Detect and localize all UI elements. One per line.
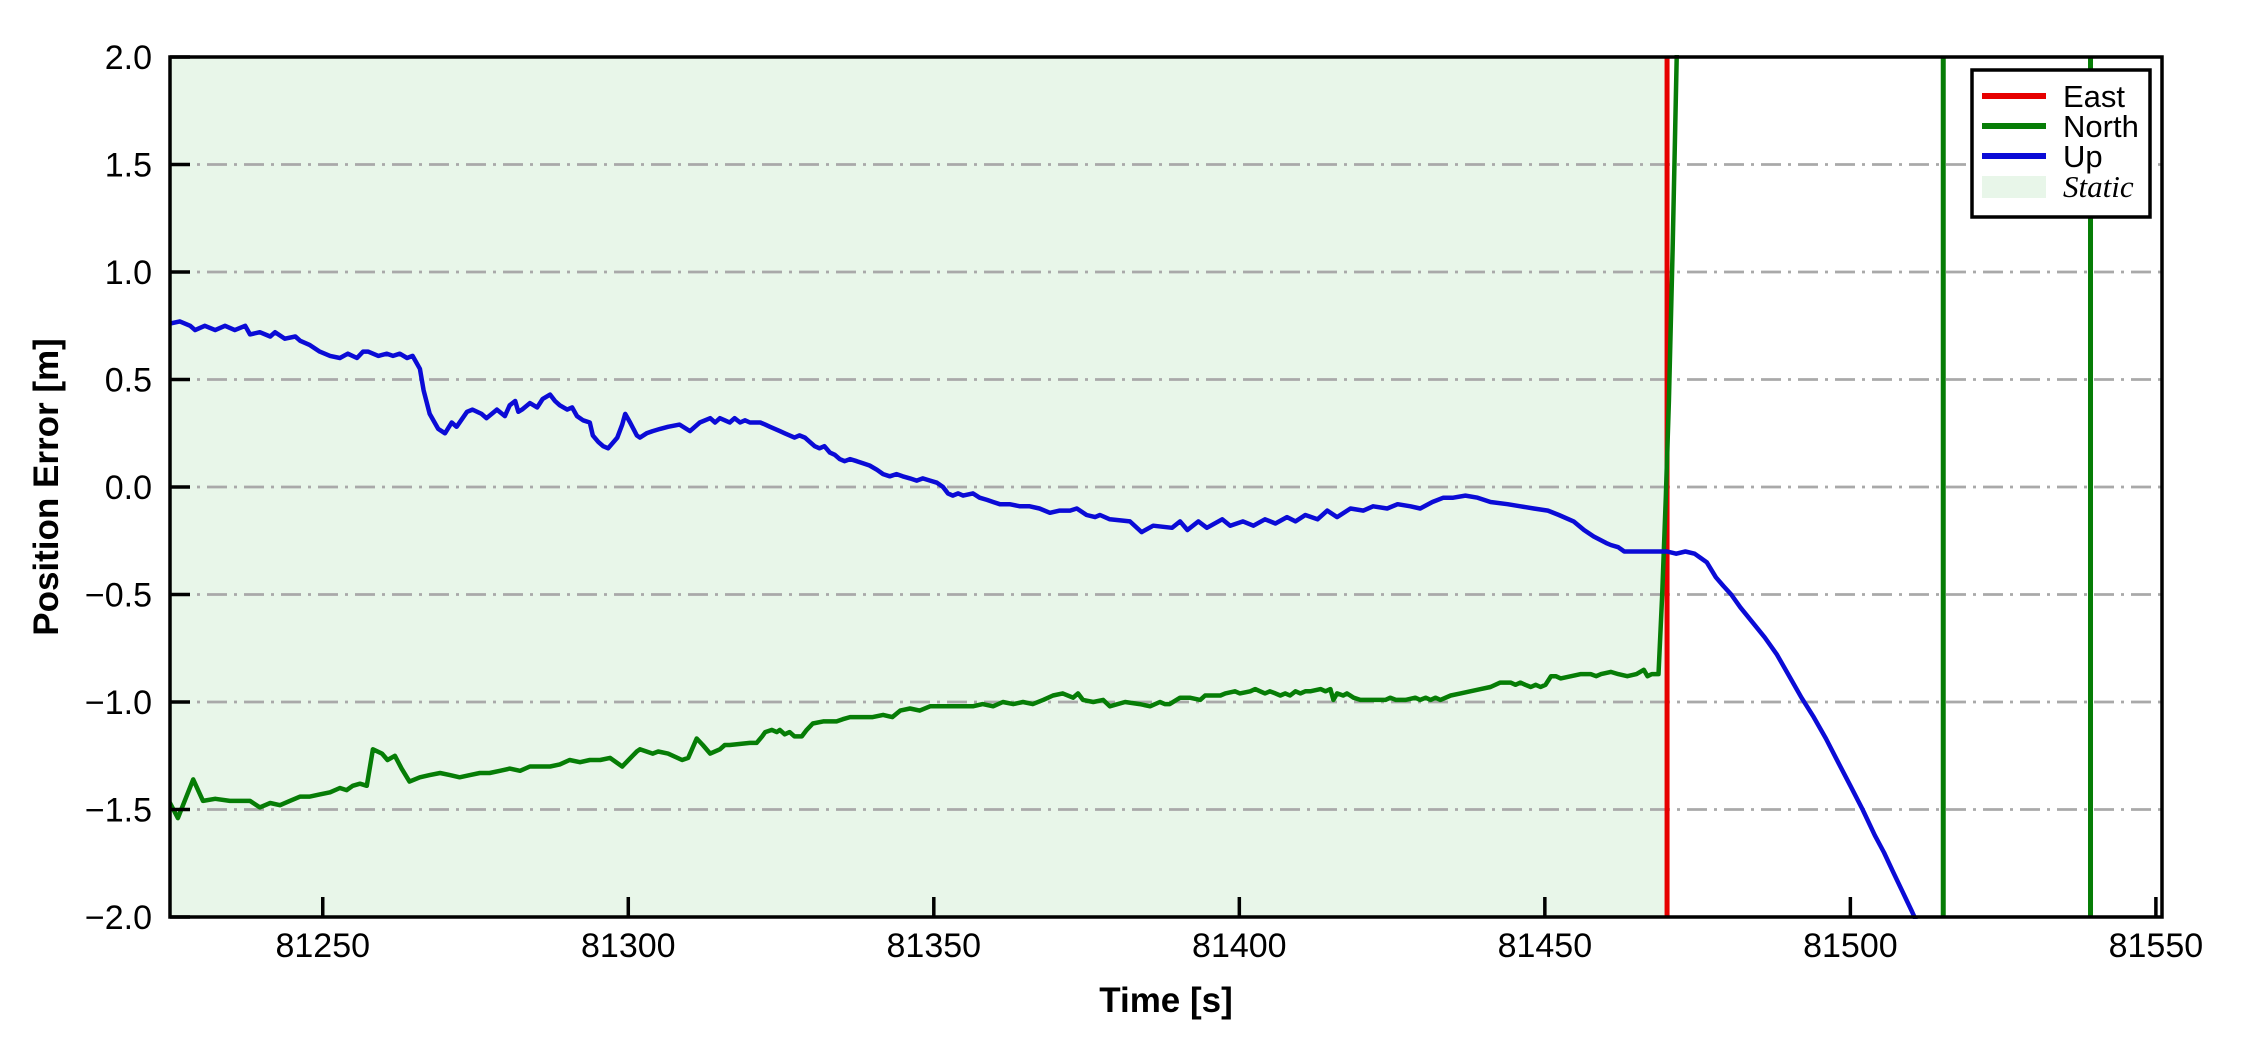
- y-tick-label: −2.0: [85, 899, 152, 937]
- y-tick-label: 1.0: [105, 254, 152, 292]
- y-tick-label: 2.0: [105, 39, 152, 77]
- x-tick-label: 81350: [887, 927, 982, 965]
- y-tick-label: 0.0: [105, 469, 152, 507]
- y-tick-label: −1.5: [85, 792, 152, 830]
- x-tick-label: 81250: [275, 927, 370, 965]
- x-axis-title: Time [s]: [1099, 981, 1233, 1020]
- y-axis-title: Position Error [m]: [27, 338, 66, 636]
- y-tick-label: −1.0: [85, 684, 152, 722]
- x-tick-label: 81550: [2109, 927, 2204, 965]
- series-north: [170, 55, 1680, 821]
- y-tick-label: 1.5: [105, 147, 152, 185]
- x-tick-label: 81300: [581, 927, 676, 965]
- legend: East North Up Static: [1970, 68, 2152, 219]
- legend-label-east: East: [2063, 79, 2125, 114]
- series-up: [170, 319, 1918, 919]
- legend-label-up: Up: [2063, 139, 2103, 174]
- x-tick-label: 81500: [1803, 927, 1898, 965]
- y-tick-label: 0.5: [105, 362, 152, 400]
- x-tick-label: 81450: [1498, 927, 1593, 965]
- legend-swatch-static: [1982, 176, 2046, 198]
- y-tick-label: −0.5: [85, 577, 152, 615]
- legend-label-static: Static: [2063, 169, 2134, 204]
- legend-label-north: North: [2063, 109, 2139, 144]
- chart-layers: 81250 81300 81350 81400 81450 81500 81550 2.0 1.…: [85, 39, 2203, 965]
- x-tick-label: 81400: [1192, 927, 1287, 965]
